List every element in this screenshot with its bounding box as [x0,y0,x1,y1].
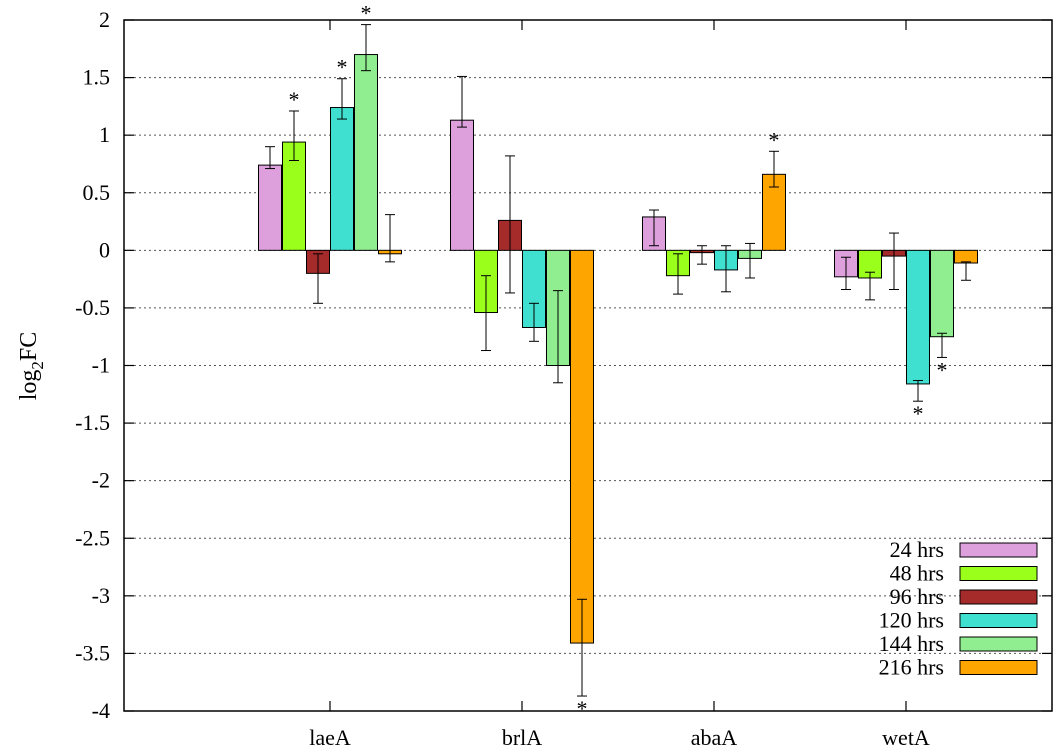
legend-swatch [959,589,1038,605]
y-tick-label: -3.5 [75,640,110,665]
bar [930,249,954,338]
bar [258,164,282,251]
significance-star: * [913,401,924,426]
x-tick-label: brlA [502,725,542,750]
y-tick-label: -4 [92,698,110,723]
bars [258,54,978,644]
legend-swatch [959,636,1038,652]
significance-star: * [289,87,300,112]
y-tick-label: 0.5 [83,180,111,205]
y-tick-label: -2 [92,468,110,493]
y-tick-label: 2 [99,7,110,32]
x-tick-label: wetA [882,725,930,750]
significance-star: * [361,1,372,26]
legend-label: 96 hrs [890,584,944,609]
bar [330,107,354,251]
legend-label: 120 hrs [879,608,944,633]
y-tick-label: 1.5 [83,65,111,90]
significance-star: * [937,357,948,382]
legend-label: 216 hrs [879,655,944,680]
legend-swatch [959,566,1038,581]
y-axis-title-subscript: 2 [28,361,47,370]
x-tick-label: laeA [309,725,351,750]
bar [570,249,594,644]
significance-markers: * * * * * * * [289,1,948,721]
y-tick-label: 1 [99,122,110,147]
bar [354,54,378,251]
y-tick-label: -1 [92,353,110,378]
y-tick-label: -0.5 [75,295,110,320]
legend-swatch [959,542,1038,558]
legend-label: 144 hrs [879,631,944,656]
bar [954,249,978,264]
significance-star: * [769,127,780,152]
significance-star: * [337,55,348,80]
error-bars [265,24,971,697]
x-tick-label: abaA [691,725,738,750]
legend-swatch [959,660,1038,675]
legend-label: 24 hrs [890,537,944,562]
legend-label: 48 hrs [890,561,944,586]
y-tick-label: -1.5 [75,410,110,435]
significance-star: * [577,696,588,721]
bar [906,249,930,385]
legend-swatch [959,613,1038,628]
x-axis-ticks: laeA brlA abaA wetA [309,20,930,750]
bar [450,119,474,251]
y-tick-label: 0 [99,237,110,262]
y-axis-title: log2FC [16,332,47,401]
y-tick-label: -2.5 [75,525,110,550]
y-tick-label: -3 [92,583,110,608]
y-axis-ticks: 2 1.5 1 0.5 0 -0.5 -1 -1.5 -2 -2.5 -3 -3.5 -4 [75,7,1052,723]
